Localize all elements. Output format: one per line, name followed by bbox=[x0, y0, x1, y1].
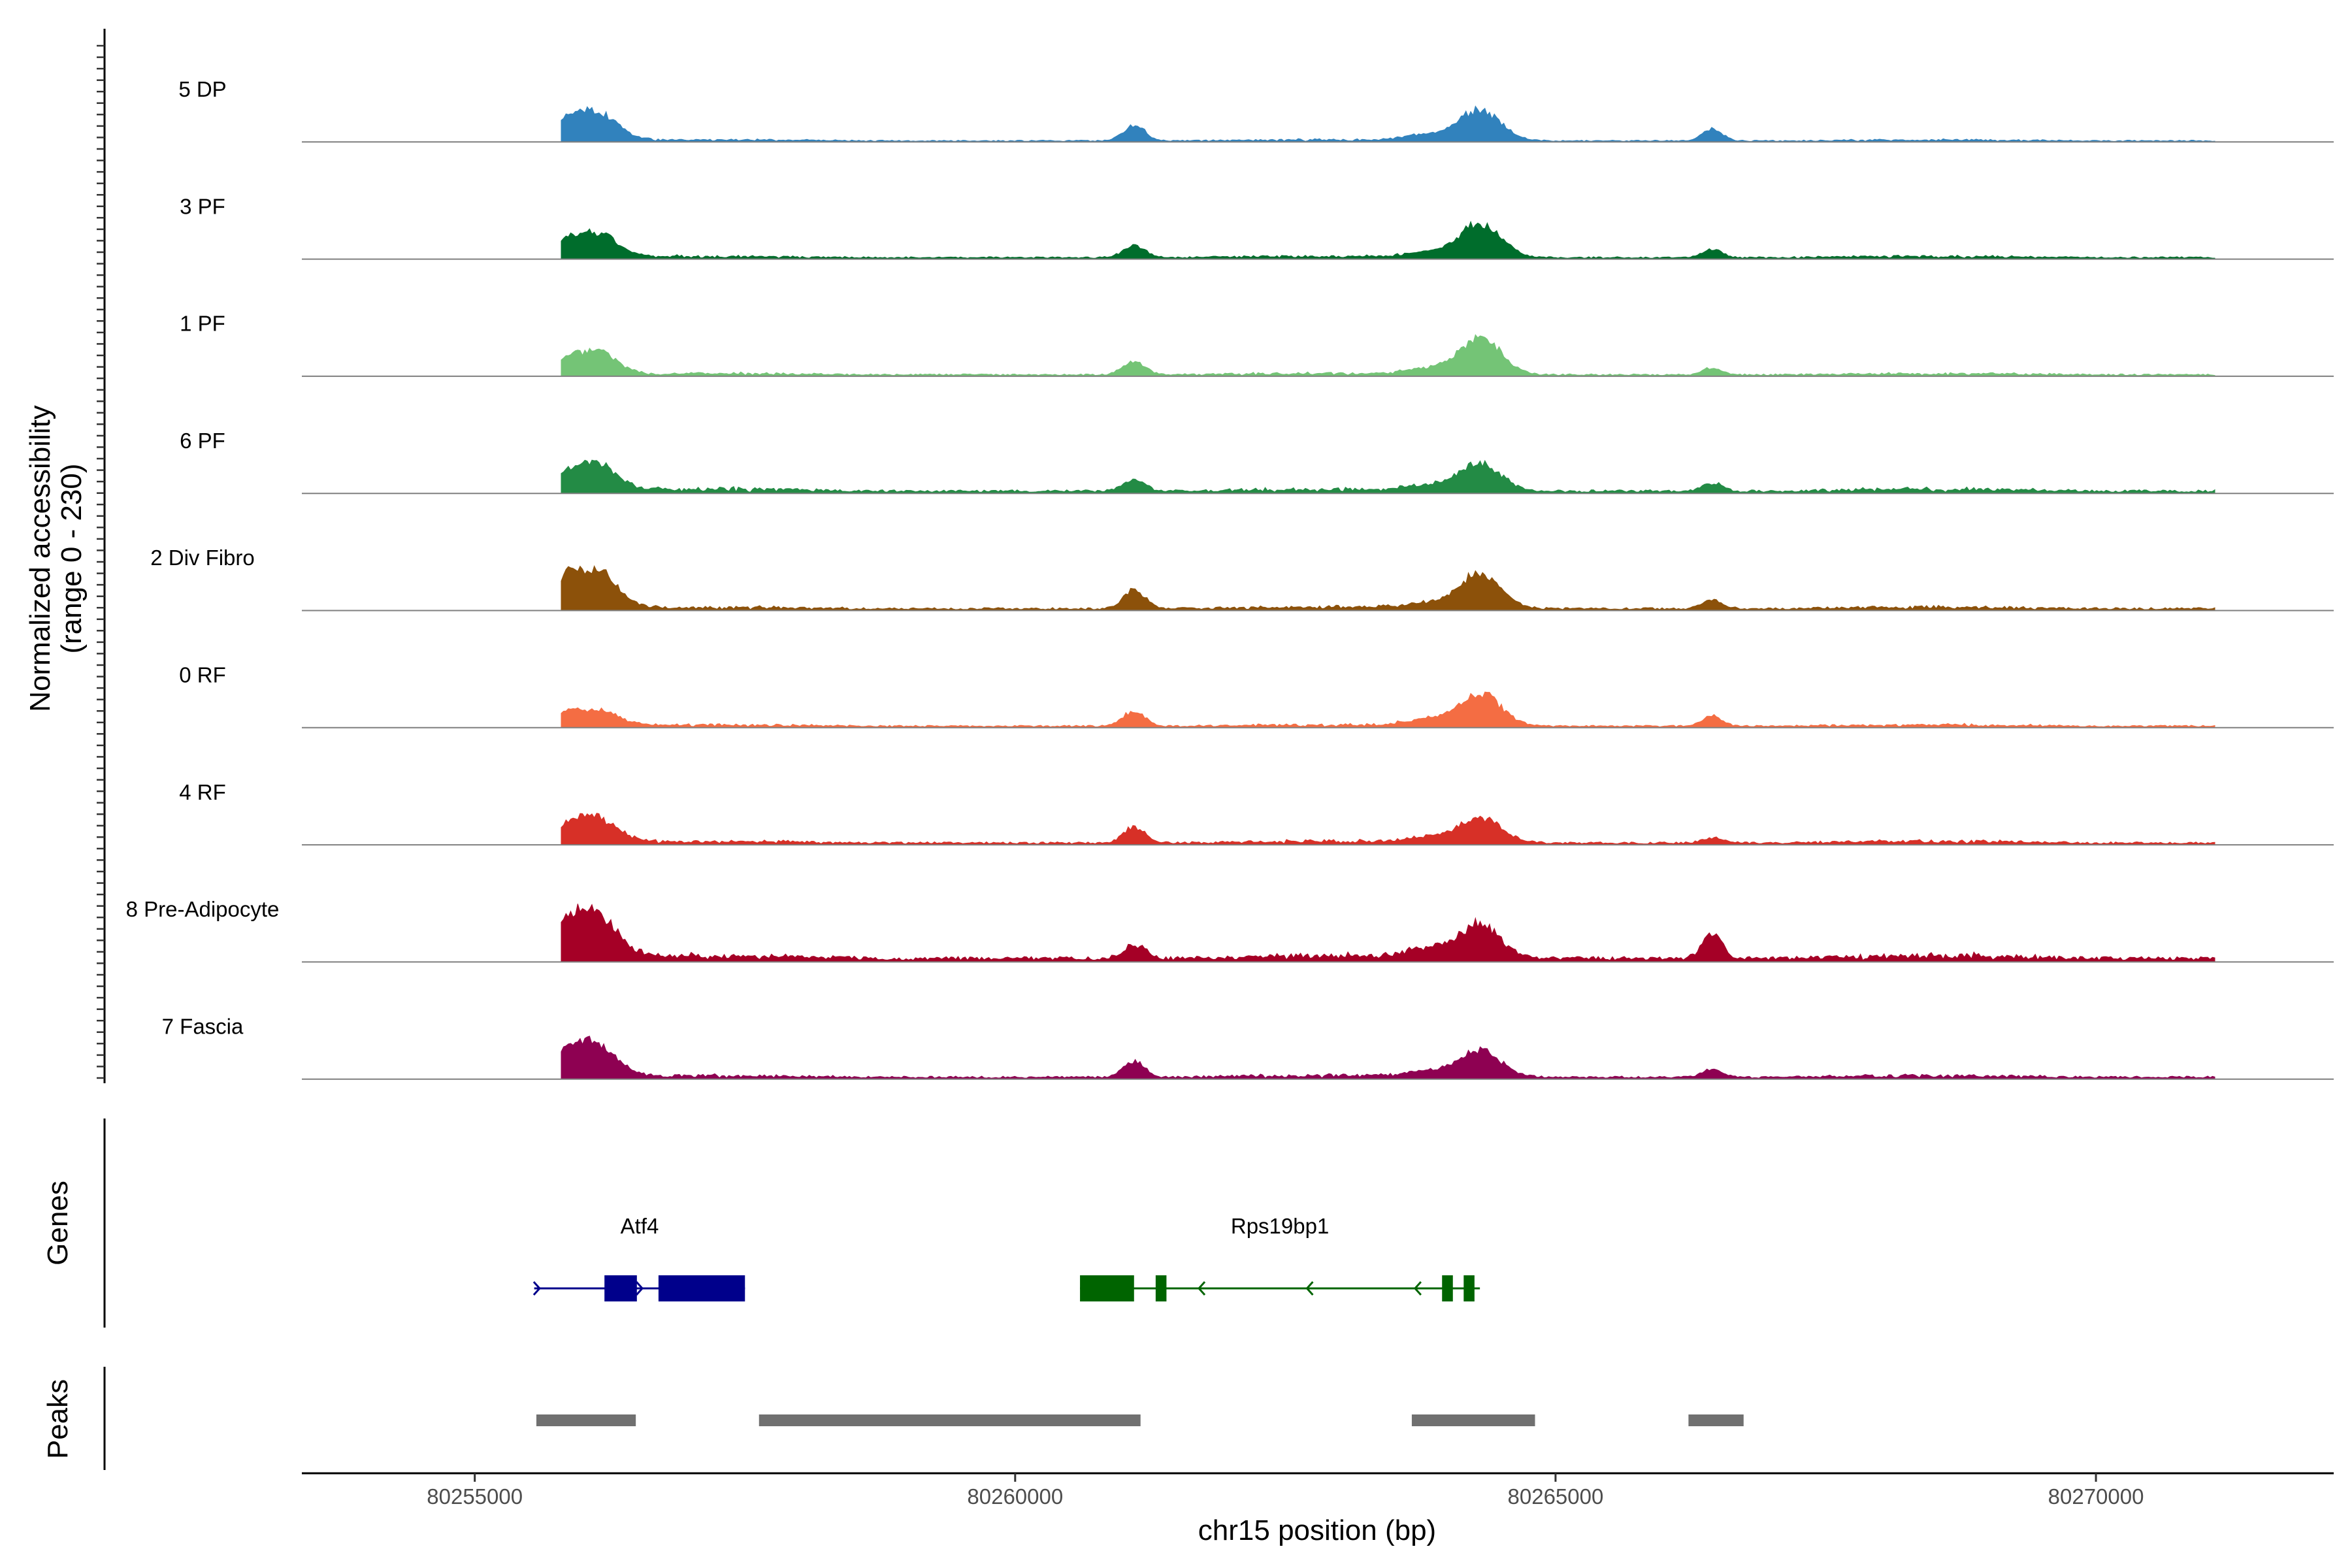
track-1-pf: 1 PF bbox=[180, 312, 2334, 377]
track-label: 2 Div Fibro bbox=[150, 546, 255, 570]
gene-exon bbox=[1463, 1275, 1475, 1301]
gene-exon bbox=[658, 1275, 745, 1301]
gene-atf4: Atf4 bbox=[532, 1214, 745, 1301]
y-axis-title-line1: Normalized accessibility bbox=[24, 405, 56, 711]
x-axis-title: chr15 position (bp) bbox=[1198, 1514, 1436, 1546]
track-2-div-fibro: 2 Div Fibro bbox=[150, 546, 2334, 612]
strand-arrow-icon bbox=[1305, 1281, 1314, 1296]
coverage-area bbox=[561, 691, 2215, 728]
x-axis: 80255000 80260000 80265000 80270000 chr15 p… bbox=[302, 1472, 2334, 1546]
gene-exon bbox=[1080, 1275, 1134, 1301]
strand-arrow-icon bbox=[1198, 1281, 1206, 1296]
gene-models: Atf4 Rps19bp1 bbox=[532, 1214, 1480, 1301]
y-axis-title-line2: (range 0 - 230) bbox=[56, 463, 88, 653]
track-8-pre-adipocyte: 8 Pre-Adipocyte bbox=[126, 897, 2334, 963]
strand-arrow-icon bbox=[1413, 1281, 1422, 1296]
x-axis-ticks: 80255000 80260000 80265000 80270000 bbox=[427, 1473, 2144, 1509]
peaks-panel: Peaks bbox=[42, 1367, 1744, 1470]
x-tick-label: 80255000 bbox=[427, 1484, 523, 1509]
track-0-rf: 0 RF bbox=[179, 663, 2334, 728]
track-label: 4 RF bbox=[179, 780, 226, 804]
coverage-area bbox=[561, 813, 2215, 845]
peaks-axis-title: Peaks bbox=[42, 1379, 74, 1459]
track-label: 7 Fascia bbox=[162, 1014, 244, 1038]
track-label: 8 Pre-Adipocyte bbox=[126, 897, 280, 921]
track-5-dp: 5 DP bbox=[178, 77, 2334, 143]
peak-bar bbox=[759, 1414, 1141, 1426]
coverage-area bbox=[561, 220, 2215, 260]
track-6-pf: 6 PF bbox=[180, 429, 2334, 495]
coverage-area bbox=[561, 105, 2215, 142]
coverage-y-axis bbox=[97, 29, 106, 1083]
track-label: 1 PF bbox=[180, 312, 225, 336]
strand-arrow-icon bbox=[635, 1281, 644, 1296]
gene-exon bbox=[1155, 1275, 1167, 1301]
genes-axis-title: Genes bbox=[42, 1181, 74, 1266]
track-label: 5 DP bbox=[178, 77, 226, 101]
strand-arrow-icon bbox=[532, 1281, 541, 1296]
coverage-area bbox=[561, 459, 2215, 494]
peak-bar bbox=[536, 1414, 636, 1426]
coverage-area bbox=[561, 1036, 2215, 1080]
x-tick-label: 80265000 bbox=[1508, 1484, 1604, 1509]
track-3-pf: 3 PF bbox=[180, 194, 2334, 260]
coverage-area bbox=[561, 904, 2215, 962]
coverage-tracks: 5 DP 3 PF 1 PF 6 PF 2 Div Fibro 0 RF 4 RF 8 Pre… bbox=[126, 77, 2334, 1080]
track-label: 0 RF bbox=[179, 663, 226, 687]
gene-rps19bp1: Rps19bp1 bbox=[1080, 1214, 1480, 1301]
peak-regions bbox=[536, 1414, 1744, 1426]
track-4-rf: 4 RF bbox=[179, 780, 2334, 846]
gene-label: Rps19bp1 bbox=[1231, 1214, 1329, 1238]
genes-panel: Genes Atf4 Rps19bp1 bbox=[42, 1119, 1480, 1328]
gene-exon bbox=[1442, 1275, 1453, 1301]
coverage-area bbox=[561, 564, 2215, 611]
peak-bar bbox=[1688, 1414, 1744, 1426]
coverage-area bbox=[561, 334, 2215, 377]
gene-label: Atf4 bbox=[621, 1214, 659, 1238]
gene-exon bbox=[604, 1275, 637, 1301]
track-7-fascia: 7 Fascia bbox=[162, 1014, 2334, 1080]
x-tick-label: 80270000 bbox=[2048, 1484, 2144, 1509]
peak-bar bbox=[1411, 1414, 1535, 1426]
track-label: 6 PF bbox=[180, 429, 225, 453]
x-tick-label: 80260000 bbox=[967, 1484, 1063, 1509]
track-label: 3 PF bbox=[180, 194, 225, 218]
